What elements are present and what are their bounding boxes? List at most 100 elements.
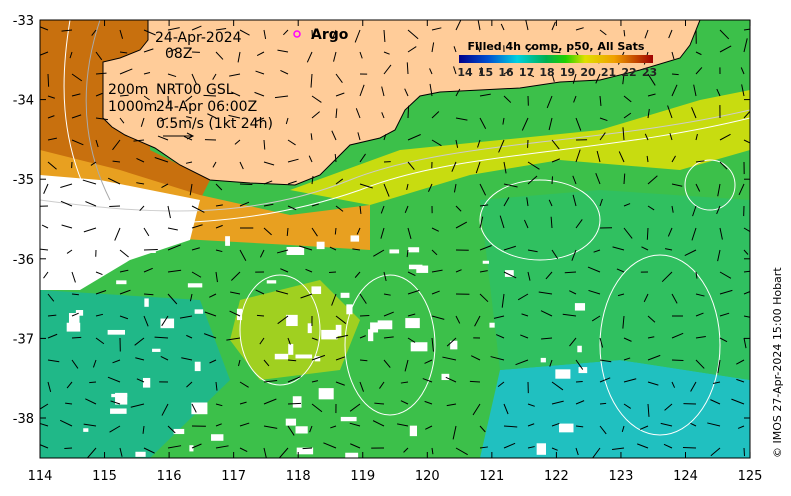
cloud-patch [319,388,334,399]
y-tick-label: -35 [13,173,34,188]
x-tick-label: 118 [286,469,311,484]
cloud-patch [195,309,203,313]
current-arrow [257,315,264,316]
cloud-patch [188,283,202,287]
credit-text: © IMOS 27-Apr-2024 15:00 Hobart [771,267,784,458]
cloud-patch [541,358,546,362]
cloud-patch [489,323,494,328]
cloud-patch [83,428,88,432]
colorbar [459,55,653,63]
colorbar-tick-label: 23 [642,66,657,79]
cloud-patch [409,265,422,270]
cloud-patch [341,293,350,298]
cloud-patch [286,419,296,426]
cloud-patch [311,286,321,294]
sst-cyan-southeast [480,360,750,458]
cloud-patch [351,235,360,241]
x-tick-label: 117 [221,469,246,484]
colorbar-title: Filled 4h comp, p50, All Sats [468,40,645,53]
x-tick-label: 115 [92,469,117,484]
cloud-patch [317,242,325,249]
x-tick-label: 114 [28,469,53,484]
argo-legend-label: Argo [311,27,349,43]
x-tick-label: 124 [673,469,698,484]
cloud-patch [287,247,305,255]
cloud-patch [195,362,201,371]
scale-label: 0.5m/s (1kt 24h) [156,116,273,132]
current-arrow [89,382,96,383]
cloud-patch [410,426,417,436]
y-tick-label: -38 [13,412,34,427]
cloud-patch [211,434,223,441]
colorbar-tick-label: 19 [560,66,575,79]
cloud-patch [135,452,145,457]
x-tick-label: 123 [609,469,634,484]
cloud-patch [139,241,156,253]
colorbar-tick-label: 20 [580,66,596,79]
cloud-patch [537,443,546,455]
colorbar-tick-label: 17 [519,66,534,79]
current-arrow [672,74,679,75]
cloud-patch [189,445,193,451]
y-tick-label: -37 [13,332,34,347]
current-arrow [303,448,312,449]
current-arrow [335,228,336,234]
cloud-patch [275,354,288,360]
colorbar-tick-label: 16 [498,66,514,79]
current-arrow [683,447,696,448]
cloud-patch [575,303,585,310]
current-arrow [72,337,81,338]
x-tick-label: 116 [157,469,182,484]
cloud-patch [405,318,420,328]
cloud-patch [579,367,588,373]
cloud-patch [378,320,393,329]
current-arrow [470,381,480,382]
cloud-patch [267,280,276,283]
y-tick-label: -33 [13,14,34,29]
cloud-patch [321,330,337,339]
x-tick-label: 120 [415,469,440,484]
current-arrow [600,403,606,404]
current-arrow [48,74,49,87]
current-source-label: NRT00 GSL [156,82,234,98]
current-arrow [552,176,553,184]
cloud-patch [288,344,293,355]
cloud-patch [110,408,127,413]
cloud-patch [408,247,419,252]
colorbar-tick-label: 22 [621,66,636,79]
colorbar-tick-label: 21 [601,66,616,79]
cloud-patch [577,346,581,353]
current-time-label: 24-Apr 06:00Z [156,99,257,115]
cloud-patch [54,265,68,274]
x-tick-label: 119 [350,469,375,484]
cloud-patch [441,374,449,380]
contour-1000m-label: 1000m [108,99,157,115]
cloud-patch [143,378,150,388]
current-arrow [647,228,648,240]
colorbar-tick-label: 14 [457,66,473,79]
x-tick-label: 125 [738,469,763,484]
contour-200m-label: 200m [108,82,148,98]
map-time: 08Z [165,46,192,62]
current-arrow [64,448,72,449]
x-tick-label: 121 [479,469,504,484]
cloud-patch [555,369,570,378]
cloud-patch [160,319,174,329]
cloud-patch [559,424,573,433]
cloud-patch [134,238,139,241]
current-arrow [288,403,301,404]
cloud-patch [483,261,489,264]
y-tick-label: -34 [13,94,34,109]
current-arrow [744,448,745,456]
y-tick-label: -36 [13,253,34,268]
cloud-patch [152,349,160,352]
cloud-patch [225,236,230,246]
colorbar-tick-label: 18 [539,66,554,79]
cloud-patch [295,355,312,359]
cloud-patch [411,342,428,351]
x-tick-label: 122 [544,469,569,484]
cloud-patch [108,330,125,335]
cloud-patch [389,249,399,253]
colorbar-tick-label: 15 [478,66,493,79]
